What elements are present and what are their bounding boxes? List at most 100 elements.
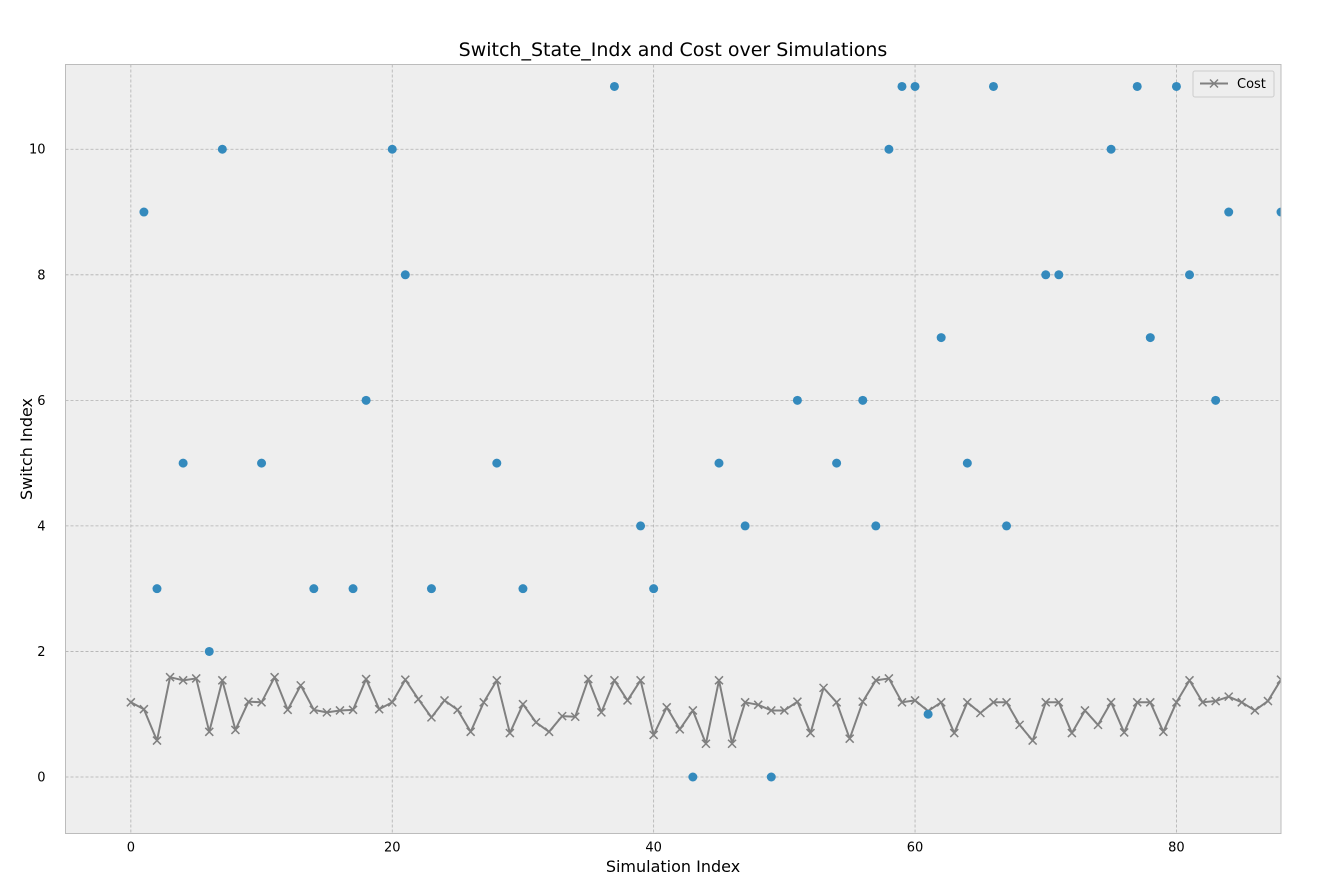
switch-point: [649, 584, 659, 594]
cost-marker: [819, 683, 829, 693]
y-tick-label: 10: [29, 143, 46, 158]
cost-marker: [387, 697, 397, 707]
cost-marker: [1276, 675, 1281, 685]
x-ticks: 0 20 40 60 80: [127, 841, 1185, 856]
cost-marker: [270, 672, 280, 682]
cost-marker: [884, 673, 894, 683]
cost-marker: [636, 675, 646, 685]
cost-marker: [583, 674, 593, 684]
switch-point: [1224, 207, 1234, 217]
cost-marker: [662, 702, 672, 712]
cost-marker: [1158, 727, 1168, 737]
cost-marker: [139, 704, 149, 714]
switch-point: [217, 144, 227, 154]
cost-marker: [936, 697, 946, 707]
cost-marker: [1067, 728, 1077, 738]
x-tick-label: 60: [907, 841, 924, 856]
switch-point: [309, 584, 319, 594]
cost-marker: [296, 680, 306, 690]
switch-point: [348, 584, 358, 594]
cost-marker: [453, 705, 463, 715]
cost-line-layer: [126, 672, 1281, 749]
scatter-layer: [139, 81, 1281, 782]
y-ticks: 0 2 4 6 8 10: [29, 143, 46, 786]
switch-point: [609, 81, 619, 91]
y-tick-label: 4: [37, 519, 45, 534]
x-tick-label: 80: [1168, 841, 1185, 856]
cost-marker: [1132, 697, 1142, 707]
cost-marker: [649, 730, 659, 740]
switch-point: [152, 584, 162, 594]
cost-marker: [701, 739, 711, 749]
cost-marker: [505, 728, 515, 738]
switch-point: [518, 584, 528, 594]
switch-point: [923, 709, 933, 719]
cost-marker: [439, 695, 450, 705]
cost-marker: [753, 700, 763, 710]
cost-marker: [609, 675, 619, 685]
cost-marker: [335, 705, 345, 715]
cost-marker: [466, 727, 476, 737]
cost-marker: [1211, 696, 1221, 706]
cost-marker: [1171, 697, 1181, 707]
cost-marker: [1237, 697, 1247, 707]
cost-marker: [322, 707, 332, 717]
switch-point: [714, 458, 724, 468]
cost-marker: [792, 697, 802, 707]
cost-marker: [400, 675, 410, 685]
y-tick-label: 6: [37, 394, 45, 409]
cost-marker: [257, 697, 267, 707]
cost-marker: [727, 739, 737, 749]
cost-marker: [230, 725, 240, 735]
switch-point: [1054, 270, 1064, 280]
legend-x-marker: [1209, 78, 1219, 89]
cost-marker: [871, 675, 881, 685]
cost-marker: [191, 673, 201, 683]
cost-marker: [348, 705, 358, 715]
switch-point: [387, 144, 397, 154]
cost-marker: [518, 699, 528, 709]
cost-marker: [897, 697, 907, 707]
cost-marker: [1054, 697, 1064, 707]
switch-point: [766, 772, 776, 782]
switch-point: [1211, 395, 1221, 405]
cost-marker: [1250, 705, 1260, 715]
cost-marker: [1263, 696, 1273, 706]
cost-marker: [309, 705, 319, 715]
switch-point: [1002, 521, 1012, 531]
cost-marker: [845, 734, 855, 744]
y-tick-label: 2: [37, 645, 45, 660]
switch-point: [1185, 270, 1195, 280]
switch-point: [962, 458, 972, 468]
cost-marker: [544, 727, 554, 737]
grid: [65, 64, 1281, 834]
cost-marker: [165, 672, 175, 682]
cost-marker: [243, 697, 254, 707]
switch-point: [1041, 270, 1051, 280]
cost-marker: [283, 705, 293, 715]
switch-point: [636, 521, 646, 531]
cost-marker: [858, 697, 868, 707]
cost-marker: [740, 697, 750, 707]
y-tick-label: 8: [37, 268, 45, 283]
cost-marker: [714, 675, 724, 685]
cost-marker: [374, 704, 384, 714]
switch-point: [858, 395, 868, 405]
cost-marker: [361, 674, 371, 684]
cost-marker: [204, 727, 214, 737]
cost-marker: [675, 724, 685, 734]
cost-marker: [832, 697, 842, 707]
switch-point: [178, 458, 188, 468]
cost-marker: [479, 697, 489, 707]
cost-marker: [596, 707, 606, 717]
x-axis-label: Simulation Index: [606, 857, 740, 876]
switch-point: [1276, 207, 1281, 217]
switch-point: [1106, 144, 1116, 154]
cost-marker: [779, 705, 789, 715]
cost-marker: [949, 728, 959, 738]
switch-point: [910, 81, 920, 91]
switch-point: [400, 270, 410, 280]
switch-point: [426, 584, 436, 594]
x-tick-label: 0: [127, 841, 135, 856]
